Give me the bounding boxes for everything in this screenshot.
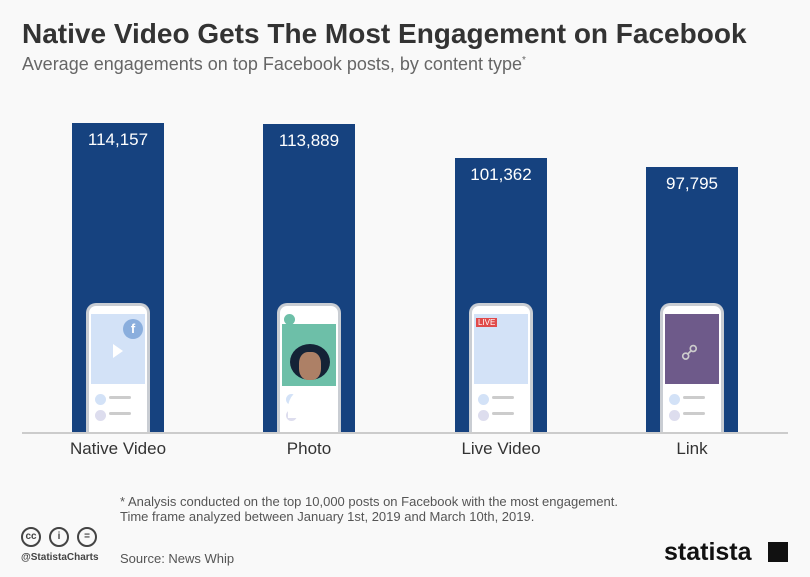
play-icon bbox=[113, 344, 123, 358]
category-label: Native Video bbox=[69, 439, 167, 458]
source: Source: News Whip bbox=[120, 551, 235, 566]
value-label: 114,157 bbox=[87, 130, 149, 149]
placeholder-line bbox=[683, 396, 705, 399]
avatar bbox=[669, 394, 680, 405]
value-label: 97,795 bbox=[666, 174, 718, 194]
cc-icon: cc bbox=[21, 527, 41, 547]
avatar bbox=[284, 314, 295, 325]
live-badge: LIVE bbox=[476, 318, 498, 327]
x-axis-line bbox=[22, 432, 788, 434]
value-label: 101,362 bbox=[470, 164, 532, 184]
avatar bbox=[478, 410, 489, 421]
avatar bbox=[95, 410, 106, 421]
avatar bbox=[95, 394, 106, 405]
chart-subtitle: Average engagements on top Facebook post… bbox=[22, 54, 526, 75]
placeholder-line bbox=[109, 412, 131, 415]
placeholder-line bbox=[492, 396, 514, 399]
value-label: 113,889 bbox=[278, 130, 340, 150]
twitter-handle: @StatistaCharts bbox=[21, 552, 99, 563]
link-phone: ⚯ bbox=[660, 303, 724, 432]
native-video-phone: f bbox=[86, 303, 150, 432]
photo-phone bbox=[277, 303, 341, 432]
category-label: Live Video bbox=[461, 439, 541, 458]
footnote: * Analysis conducted on the top 10,000 p… bbox=[120, 494, 618, 524]
subtitle-text: Average engagements on top Facebook post… bbox=[22, 54, 523, 74]
person-body bbox=[288, 388, 332, 418]
live-video-phone: LIVE bbox=[469, 303, 533, 432]
category-label: Photo bbox=[286, 439, 332, 458]
phone-screen bbox=[665, 314, 719, 384]
placeholder-line bbox=[683, 412, 705, 415]
person-face bbox=[299, 352, 321, 380]
avatar bbox=[478, 394, 489, 405]
chart-title: Native Video Gets The Most Engagement on… bbox=[22, 18, 747, 49]
placeholder-line bbox=[109, 396, 131, 399]
statista-logo[interactable]: statista bbox=[664, 538, 752, 566]
statista-logo-mark-icon bbox=[768, 542, 788, 562]
subtitle-footnote-mark: * bbox=[522, 55, 526, 66]
attribution-icon: i bbox=[49, 527, 69, 547]
placeholder-line bbox=[492, 412, 514, 415]
avatar bbox=[669, 410, 680, 421]
no-derivatives-icon: = bbox=[77, 527, 97, 547]
facebook-icon: f bbox=[123, 319, 143, 339]
category-label: Link bbox=[676, 439, 708, 458]
